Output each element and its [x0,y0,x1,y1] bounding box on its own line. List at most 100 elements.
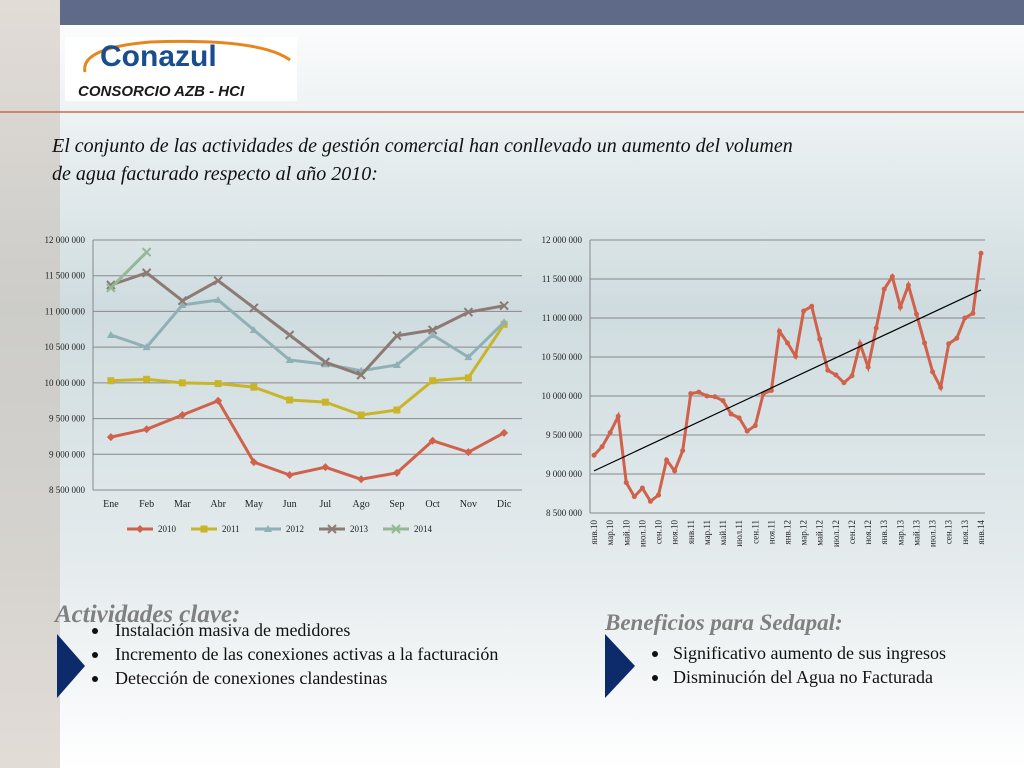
x-tick-label: май.11 [718,520,728,545]
marker [881,286,887,292]
arrow [57,634,85,698]
marker [106,331,115,338]
legend-label: 2010 [158,524,177,534]
marker [141,268,152,278]
marker [500,318,509,326]
marker [720,398,726,404]
y-tick-label: 11 500 000 [542,274,583,284]
marker [905,282,911,288]
marker [393,406,401,414]
x-tick-label: Abr [210,499,226,510]
logo-name: Conazul [100,40,217,73]
x-tick-label: сен.12 [847,520,857,544]
marker [833,372,839,378]
bullet-text: Significativo aumento de sus ingresos [673,643,946,663]
intro-line: El conjunto de las actividades de gestió… [51,135,793,157]
marker [500,428,509,437]
y-tick-label: 12 000 000 [542,235,583,245]
marker [599,444,605,450]
marker [321,398,329,406]
marker [897,304,903,310]
marker [785,340,790,346]
x-tick-label: мар.11 [702,520,712,545]
bullet [652,675,658,681]
x-tick-label: май.10 [621,520,631,546]
marker [801,308,807,314]
y-tick-label: 10 000 000 [542,391,583,401]
x-tick-label: Sep [389,499,404,510]
marker [656,492,662,498]
legend-marker [200,525,208,533]
marker [142,425,151,434]
marker [356,370,366,380]
bullet [652,651,658,657]
series-line [110,271,505,377]
x-tick-label: ноя.11 [766,520,776,544]
marker [463,307,474,317]
marker [664,457,670,463]
x-tick-label: сен.13 [944,520,954,545]
marker [736,415,742,421]
x-tick-label: май.12 [815,520,825,546]
marker [817,336,823,342]
marker [429,377,437,385]
bullet [92,652,98,658]
x-tick-label: июл.11 [734,520,744,547]
top-bar [60,0,1024,25]
series-line [592,253,983,504]
marker [768,388,774,394]
legend-label: 2014 [414,524,433,534]
x-tick-label: май.13 [911,520,921,546]
marker [970,310,976,316]
y-tick-label: 9 000 000 [546,469,583,479]
y-tick-label: 8 500 000 [546,508,583,518]
x-tick-label: Jul [320,499,332,510]
marker [680,448,686,454]
marker [728,411,734,417]
marker [213,276,223,286]
marker [357,475,366,484]
x-tick-label: Feb [139,499,154,510]
marker [464,353,473,361]
marker [696,389,702,395]
x-tick-label: ноя.12 [863,520,873,545]
y-tick-label: 10 500 000 [542,352,583,362]
marker [913,311,919,317]
legend-marker [391,524,401,534]
marker [978,250,984,256]
x-tick-label: июл.12 [831,520,841,547]
x-tick-label: Nov [460,499,477,510]
marker [428,331,437,338]
series-line [110,298,506,373]
marker [286,396,294,404]
marker [938,384,944,390]
section-title: Beneficios para Sedapal: [604,610,843,635]
x-tick-label: Ene [103,499,119,510]
marker [106,280,116,290]
marker [499,301,509,311]
marker [623,480,629,486]
marker [357,411,365,419]
y-tick-label: 12 000 000 [45,235,86,245]
x-tick-label: янв.11 [686,520,696,544]
marker [841,380,847,386]
y-tick-label: 11 500 000 [45,271,86,281]
bullet-text: Instalación masiva de medidores [115,620,350,640]
x-tick-label: Jun [283,499,297,510]
x-tick-label: Dic [497,499,512,510]
y-tick-label: 11 000 000 [542,313,583,323]
marker [178,411,187,419]
marker [285,356,294,363]
marker [809,303,815,309]
marker [744,428,750,434]
marker [284,330,295,340]
marker [106,283,116,293]
legend-marker [136,525,144,533]
x-tick-label: сен.10 [654,520,664,545]
x-tick-label: мар.13 [895,520,905,546]
marker [427,325,438,335]
trendline [593,289,982,472]
marker [320,357,331,367]
